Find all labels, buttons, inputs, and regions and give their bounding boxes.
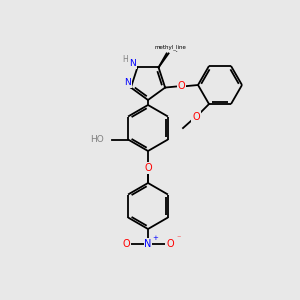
Text: N: N <box>124 78 131 87</box>
Text: HO: HO <box>90 135 104 144</box>
Text: methyl_line: methyl_line <box>154 45 187 50</box>
Text: O: O <box>178 81 185 91</box>
Text: methyl: methyl <box>162 47 181 52</box>
Text: N: N <box>129 59 136 68</box>
Text: O: O <box>122 239 130 249</box>
Text: N: N <box>144 239 152 249</box>
Text: O: O <box>144 163 152 173</box>
Text: O: O <box>192 112 200 122</box>
Text: +: + <box>152 235 158 241</box>
Text: ⁻: ⁻ <box>176 233 180 242</box>
Text: H: H <box>122 55 128 64</box>
Text: O: O <box>166 239 174 249</box>
